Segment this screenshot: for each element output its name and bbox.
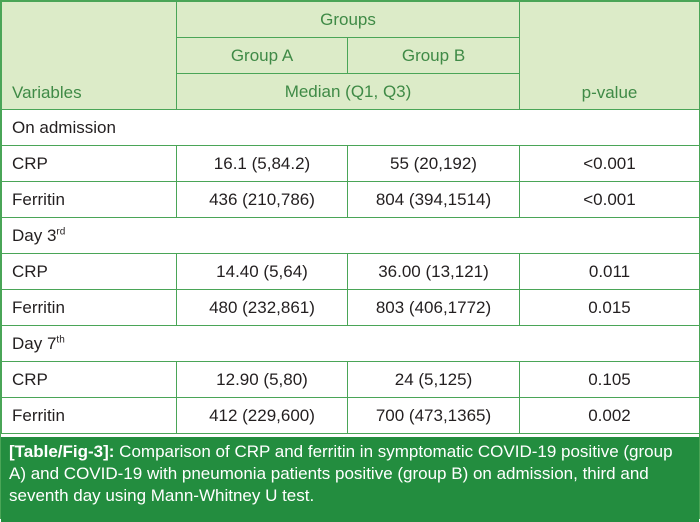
pvalue-cell: 0.105 [519, 361, 700, 398]
section-row: Day 3rd [1, 217, 700, 254]
caption-tag: [Table/Fig-3]: [9, 442, 115, 461]
group-b-cell: 700 (473,1365) [347, 397, 520, 434]
section-row: On admission [1, 109, 700, 146]
pvalue-cell: <0.001 [519, 181, 700, 218]
section-row: Day 7th [1, 325, 700, 362]
variable-cell: Ferritin [1, 181, 177, 218]
comparison-table: Variables Groups p-value Group A Group B… [1, 1, 700, 434]
table-row: CRP 14.40 (5,64) 36.00 (13,121) 0.011 [1, 253, 700, 290]
table-header: Variables Groups p-value Group A Group B… [1, 1, 700, 110]
group-b-cell: 36.00 (13,121) [347, 253, 520, 290]
table-row: CRP 16.1 (5,84.2) 55 (20,192) <0.001 [1, 145, 700, 182]
section-title: On admission [1, 109, 700, 146]
header-median: Median (Q1, Q3) [176, 73, 520, 110]
variable-cell: Ferritin [1, 397, 177, 434]
variable-cell: CRP [1, 145, 177, 182]
variable-cell: Ferritin [1, 289, 177, 326]
section-title: Day 7th [1, 325, 700, 362]
group-b-cell: 804 (394,1514) [347, 181, 520, 218]
header-group-a: Group A [176, 37, 348, 74]
table-body: On admission CRP 16.1 (5,84.2) 55 (20,19… [1, 109, 700, 434]
section-title: Day 3rd [1, 217, 700, 254]
pvalue-cell: 0.011 [519, 253, 700, 290]
pvalue-cell: 0.015 [519, 289, 700, 326]
figure-caption: [Table/Fig-3]: Comparison of CRP and fer… [1, 437, 699, 522]
group-b-cell: 803 (406,1772) [347, 289, 520, 326]
pvalue-cell: <0.001 [519, 145, 700, 182]
header-variables: Variables [1, 1, 177, 110]
group-a-cell: 480 (232,861) [176, 289, 348, 326]
table-row: Ferritin 412 (229,600) 700 (473,1365) 0.… [1, 397, 700, 434]
table-row: Ferritin 480 (232,861) 803 (406,1772) 0.… [1, 289, 700, 326]
group-a-cell: 412 (229,600) [176, 397, 348, 434]
caption-text: Comparison of CRP and ferritin in sympto… [9, 442, 673, 505]
pvalue-cell: 0.002 [519, 397, 700, 434]
header-group-b: Group B [347, 37, 520, 74]
group-a-cell: 16.1 (5,84.2) [176, 145, 348, 182]
group-b-cell: 55 (20,192) [347, 145, 520, 182]
group-a-cell: 12.90 (5,80) [176, 361, 348, 398]
header-pvalue: p-value [519, 1, 700, 110]
table-row: CRP 12.90 (5,80) 24 (5,125) 0.105 [1, 361, 700, 398]
group-a-cell: 436 (210,786) [176, 181, 348, 218]
group-a-cell: 14.40 (5,64) [176, 253, 348, 290]
variable-cell: CRP [1, 361, 177, 398]
group-b-cell: 24 (5,125) [347, 361, 520, 398]
header-groups: Groups [176, 1, 520, 38]
variable-cell: CRP [1, 253, 177, 290]
table-row: Ferritin 436 (210,786) 804 (394,1514) <0… [1, 181, 700, 218]
